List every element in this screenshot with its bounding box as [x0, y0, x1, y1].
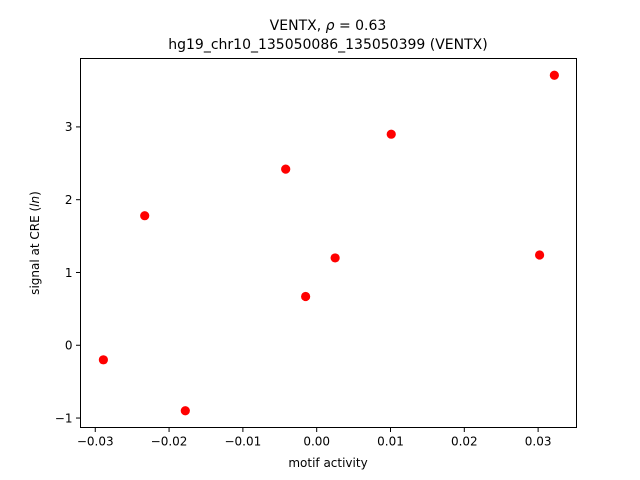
x-tick-label: 0.00 — [303, 435, 330, 449]
x-tick-label: 0.01 — [377, 435, 404, 449]
data-point — [301, 291, 311, 302]
x-axis: −0.03 −0.02 −0.01 0.00 0.01 0.02 0.03 — [77, 427, 552, 449]
data-points — [98, 70, 559, 416]
x-tick-label: 0.02 — [451, 435, 478, 449]
y-tick-label: 0 — [65, 339, 73, 353]
x-tick-label: −0.02 — [151, 435, 188, 449]
y-axis-label: signal at CRE (ln) — [28, 191, 42, 295]
x-tick-label: −0.01 — [224, 435, 261, 449]
chart-title: VENTX, ρ = 0.63 — [270, 18, 387, 34]
data-point — [330, 253, 340, 263]
y-tick-label: 1 — [65, 266, 73, 280]
y-tick-label: 3 — [65, 120, 73, 134]
data-point — [549, 70, 559, 80]
y-axis: −1 0 1 2 3 — [55, 120, 81, 425]
chart-subtitle: hg19_chr10_135050086_135050399 (VENTX) — [168, 37, 487, 53]
data-point — [98, 355, 108, 365]
data-point — [180, 406, 190, 416]
x-axis-label: motif activity — [288, 456, 367, 470]
y-tick-label: −1 — [55, 411, 73, 425]
data-point — [140, 211, 150, 221]
data-point — [386, 129, 396, 139]
data-point — [534, 250, 545, 260]
y-tick-label: 2 — [65, 193, 73, 207]
plot-frame — [80, 58, 577, 428]
x-tick-label: −0.03 — [77, 435, 114, 449]
x-tick-label: 0.03 — [525, 435, 552, 449]
data-point — [281, 164, 291, 174]
